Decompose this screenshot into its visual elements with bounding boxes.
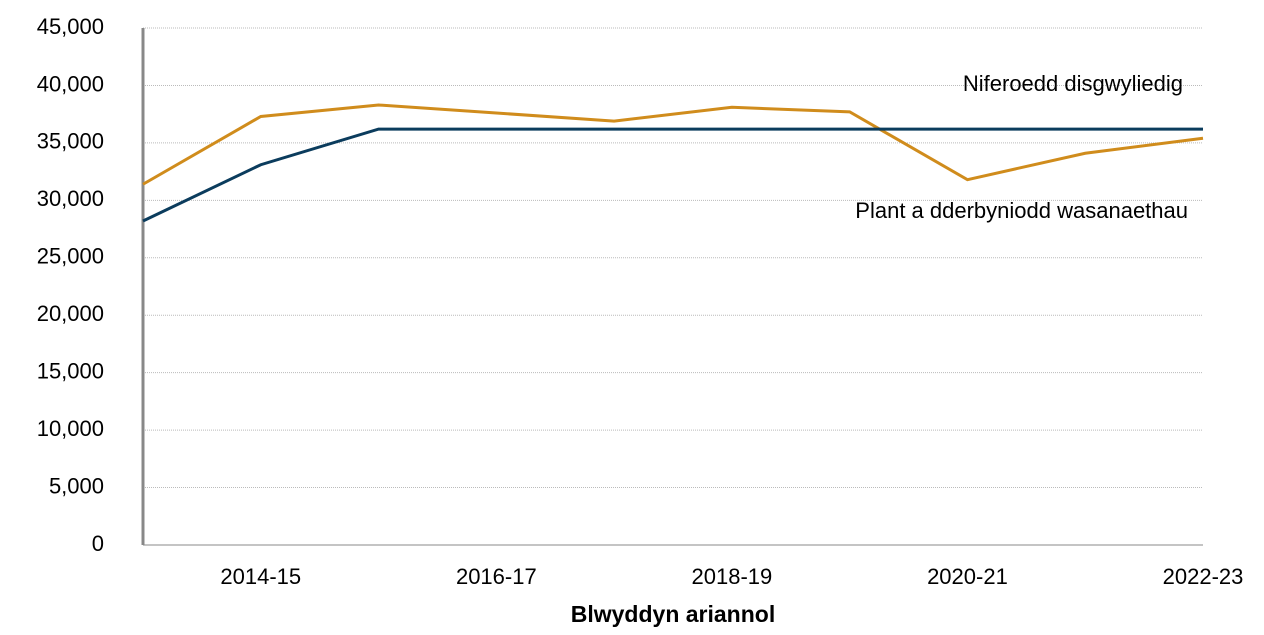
y-tick-label: 10,000 [37, 416, 104, 441]
y-tick-label: 15,000 [37, 358, 104, 383]
x-tick-label: 2020-21 [927, 564, 1008, 589]
y-tick-label: 35,000 [37, 129, 104, 154]
y-tick-label: 30,000 [37, 186, 104, 211]
series-label: Plant a dderbyniodd wasanaethau [855, 198, 1188, 223]
x-tick-label: 2018-19 [692, 564, 773, 589]
x-tick-label: 2022-23 [1163, 564, 1244, 589]
x-tick-label: 2014-15 [220, 564, 301, 589]
x-axis-title: Blwyddyn ariannol [571, 601, 775, 627]
series-line [142, 103, 1204, 186]
series-label: Niferoedd disgwyliedig [963, 71, 1183, 96]
y-tick-label: 0 [92, 531, 104, 556]
x-tick-label: 2016-17 [456, 564, 537, 589]
y-tick-label: 5,000 [49, 473, 104, 498]
y-tick-label: 40,000 [37, 71, 104, 96]
y-tick-label: 25,000 [37, 244, 104, 269]
y-tick-label: 45,000 [37, 14, 104, 39]
series-line [142, 127, 1203, 223]
y-tick-label: 20,000 [37, 301, 104, 326]
